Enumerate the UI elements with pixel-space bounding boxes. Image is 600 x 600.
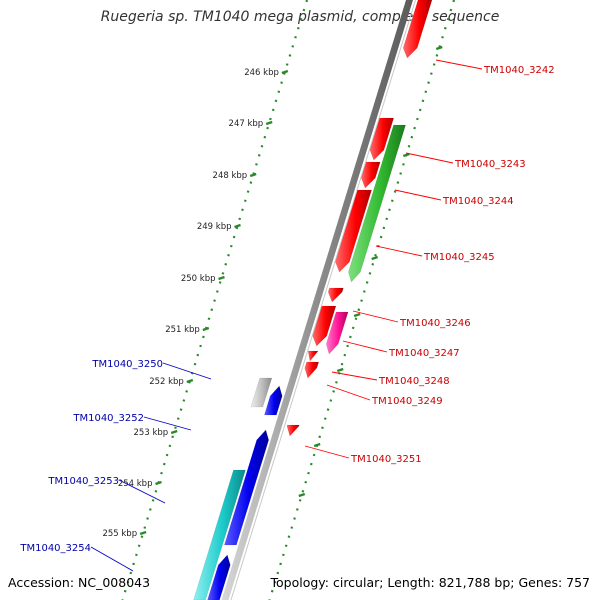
gene-label[interactable]: TM1040_3248 [378,376,450,387]
inner-tick-mark [371,255,379,261]
gene-TM1040_3245[interactable] [335,189,373,273]
leader-line [143,416,192,431]
tick-mark [139,530,147,536]
tick-label: 254 kbp [118,479,153,489]
tick-label: 253 kbp [134,428,169,438]
gene-TM1040_3250[interactable] [263,385,283,416]
plasmid-backbone [221,0,413,600]
gene-label[interactable]: TM1040_3244 [442,196,514,207]
gene-label[interactable]: TM1040_3249 [371,396,443,407]
inner-tick-mark [298,492,306,498]
gene-label[interactable]: TM1040_3251 [350,454,422,465]
inner-tick-mark [353,312,361,318]
gene-label[interactable]: TM1040_3246 [399,318,471,329]
gene-TM1040_3251[interactable] [286,424,300,437]
accession-text: Accession: NC_008043 [8,575,151,590]
gene-TM1040_3249[interactable] [304,361,320,379]
tick-label: 255 kbp [102,529,137,539]
tick-label: 248 kbp [213,171,248,181]
gene-TM1040_3246[interactable] [327,287,344,303]
gene-label[interactable]: TM1040_3254 [19,543,91,554]
other-TM1040_3253[interactable] [193,469,246,600]
leader-line [352,310,399,323]
tick-label: 251 kbp [165,325,200,335]
tick-label: 246 kbp [244,68,279,78]
tick-label: 247 kbp [229,119,264,129]
inner-guide-ring [268,0,456,600]
gene-label[interactable]: TM1040_3245 [423,252,495,263]
leader-line [162,362,212,380]
misc-TM1040_3250[interactable] [250,377,273,408]
tick-mark [186,378,194,384]
gene-label[interactable]: TM1040_3243 [454,159,526,170]
gene-label[interactable]: TM1040_3242 [483,65,555,76]
tick-mark [249,172,257,178]
leader-line [435,59,483,70]
gene-label[interactable]: TM1040_3250 [91,359,163,370]
tick-label: 252 kbp [149,377,184,387]
leader-line [394,189,442,201]
gene-label[interactable]: TM1040_3252 [72,413,144,424]
inner-tick-mark [435,45,443,51]
tick-mark [170,429,178,435]
leader-line [90,546,134,572]
gene-label[interactable]: TM1040_3253 [47,476,119,487]
tick-mark [265,120,273,126]
tick-label: 250 kbp [181,274,216,284]
leader-line [331,371,378,381]
tick-mark [234,223,241,229]
gene-TM1040_3248[interactable] [307,350,319,362]
gene-label[interactable]: TM1040_3247 [388,348,460,359]
leader-line [342,340,388,353]
sequence-summary: Topology: circular; Length: 821,788 bp; … [270,575,591,590]
gene-TM1040_3252[interactable] [223,429,270,546]
rna-TM1040_3244[interactable] [348,124,407,283]
outer-guide-ring [121,0,309,600]
leader-line [118,479,166,504]
gene-TM1040_3242[interactable] [402,0,433,59]
pseudo-TM1040_3247[interactable] [325,311,349,355]
tick-mark [202,326,210,332]
backbone-edge [230,0,416,600]
gene-TM1040_3247[interactable] [312,305,337,347]
leader-line [304,445,350,459]
tick-mark [281,69,289,75]
leader-line [326,384,371,401]
tick-label: 249 kbp [197,222,232,232]
inner-tick-mark [313,442,321,448]
leader-line [405,152,454,164]
gene-TM1040_3243[interactable] [369,117,395,161]
gene-TM1040_3254[interactable] [207,554,231,600]
inner-tick-mark [336,367,344,373]
inner-tick-mark [402,152,410,158]
tick-mark [155,480,162,486]
tick-mark [218,275,225,281]
leader-line [375,245,423,257]
gene-TM1040_3243b[interactable] [360,161,381,189]
